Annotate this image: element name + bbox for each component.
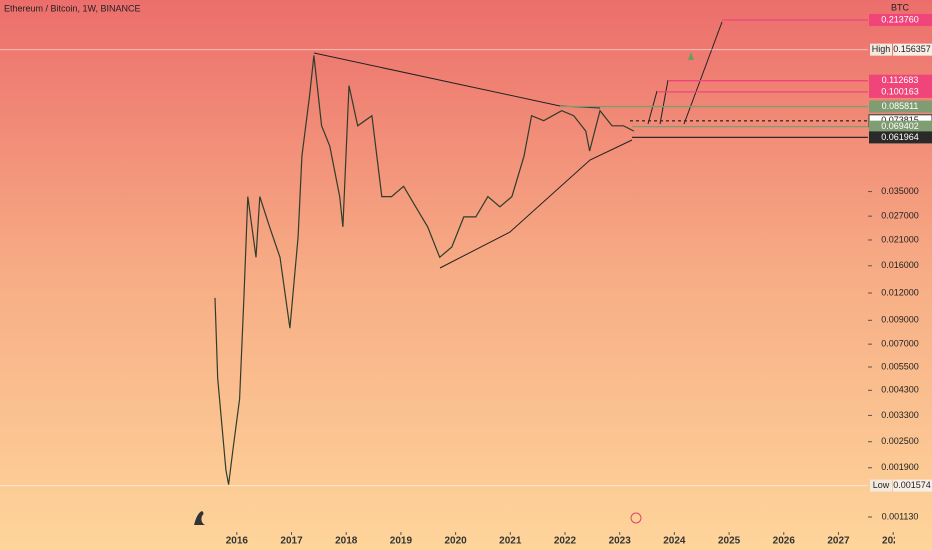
currency: BTC: [891, 2, 910, 12]
y-tick-label: 0.035000: [881, 186, 919, 196]
projection: [647, 90, 658, 125]
tree-icon: [688, 52, 694, 60]
price-badge-label: 0.085811: [882, 101, 919, 111]
price-line: [214, 55, 635, 485]
low-label: Low: [873, 480, 890, 490]
trendline: [439, 139, 633, 269]
y-tick-label: 0.012000: [881, 287, 919, 297]
price-badge: [869, 85, 932, 98]
price-badge-label: 0.213760: [881, 14, 919, 24]
x-tick-label: 2022: [554, 536, 577, 547]
price-badge-label: 0.069402: [881, 121, 919, 131]
logo-icon: [194, 511, 205, 525]
y-tick-label: 0.027000: [881, 211, 919, 221]
x-tick-label: 2027: [827, 536, 850, 547]
x-tick-label: 2017: [280, 536, 303, 547]
x-tick-label: 2025: [718, 536, 741, 547]
price-badge: [869, 131, 932, 144]
high-value-badge: [893, 43, 932, 56]
x-tick-label: 2024: [663, 536, 686, 547]
x-tick-label: 2019: [390, 536, 413, 547]
high-badge: [870, 43, 892, 56]
y-tick-label: 0.004300: [881, 385, 919, 395]
low-value: 0.001574: [893, 480, 931, 490]
price-badge-label: 0.112683: [882, 75, 919, 85]
y-tick-label: 0.003300: [881, 410, 919, 420]
x-tick-label: 2026: [773, 536, 796, 547]
price-badge: [869, 14, 932, 27]
price-badge-label: 0.100163: [881, 86, 919, 96]
y-tick-label: 0.007000: [881, 339, 919, 349]
x-tick-label: 2028: [882, 536, 905, 547]
y-tick-label: 0.005500: [881, 361, 919, 371]
y-tick-label: 0.009000: [881, 315, 919, 325]
price-badge: [869, 100, 932, 113]
low-value-badge: [893, 479, 932, 492]
price-badge: [869, 74, 932, 87]
price-badge: [869, 120, 932, 133]
axes: 2016 2017 2018 2019 2020 2021 2022 2023 2024 2025…: [226, 532, 905, 547]
low-badge: [870, 479, 892, 492]
price-badge-label: 0.061964: [881, 132, 919, 142]
x-tick-label: 2020: [444, 536, 467, 547]
event-icon[interactable]: [630, 512, 642, 524]
y-tick-label: 0.002500: [881, 436, 919, 446]
y-tick-label: 0.001900: [881, 462, 919, 472]
price-badge-label: 0.073815: [881, 115, 919, 125]
x-tick-label: 2023: [609, 536, 632, 547]
y-tick-label: 0.016000: [881, 260, 919, 270]
x-tick-label: 2021: [499, 536, 522, 547]
projection: [659, 79, 669, 125]
y-tick-label: 0.021000: [881, 234, 919, 244]
y-tick-label: 0.001130: [882, 511, 919, 521]
high-label: High: [872, 44, 891, 54]
x-tick-label: 2016: [226, 536, 249, 547]
x-tick-label: 2018: [335, 536, 358, 547]
high-value: 0.156357: [893, 44, 931, 54]
symbol-title: Ethereum / Bitcoin, 1W, BINANCE: [4, 3, 141, 13]
